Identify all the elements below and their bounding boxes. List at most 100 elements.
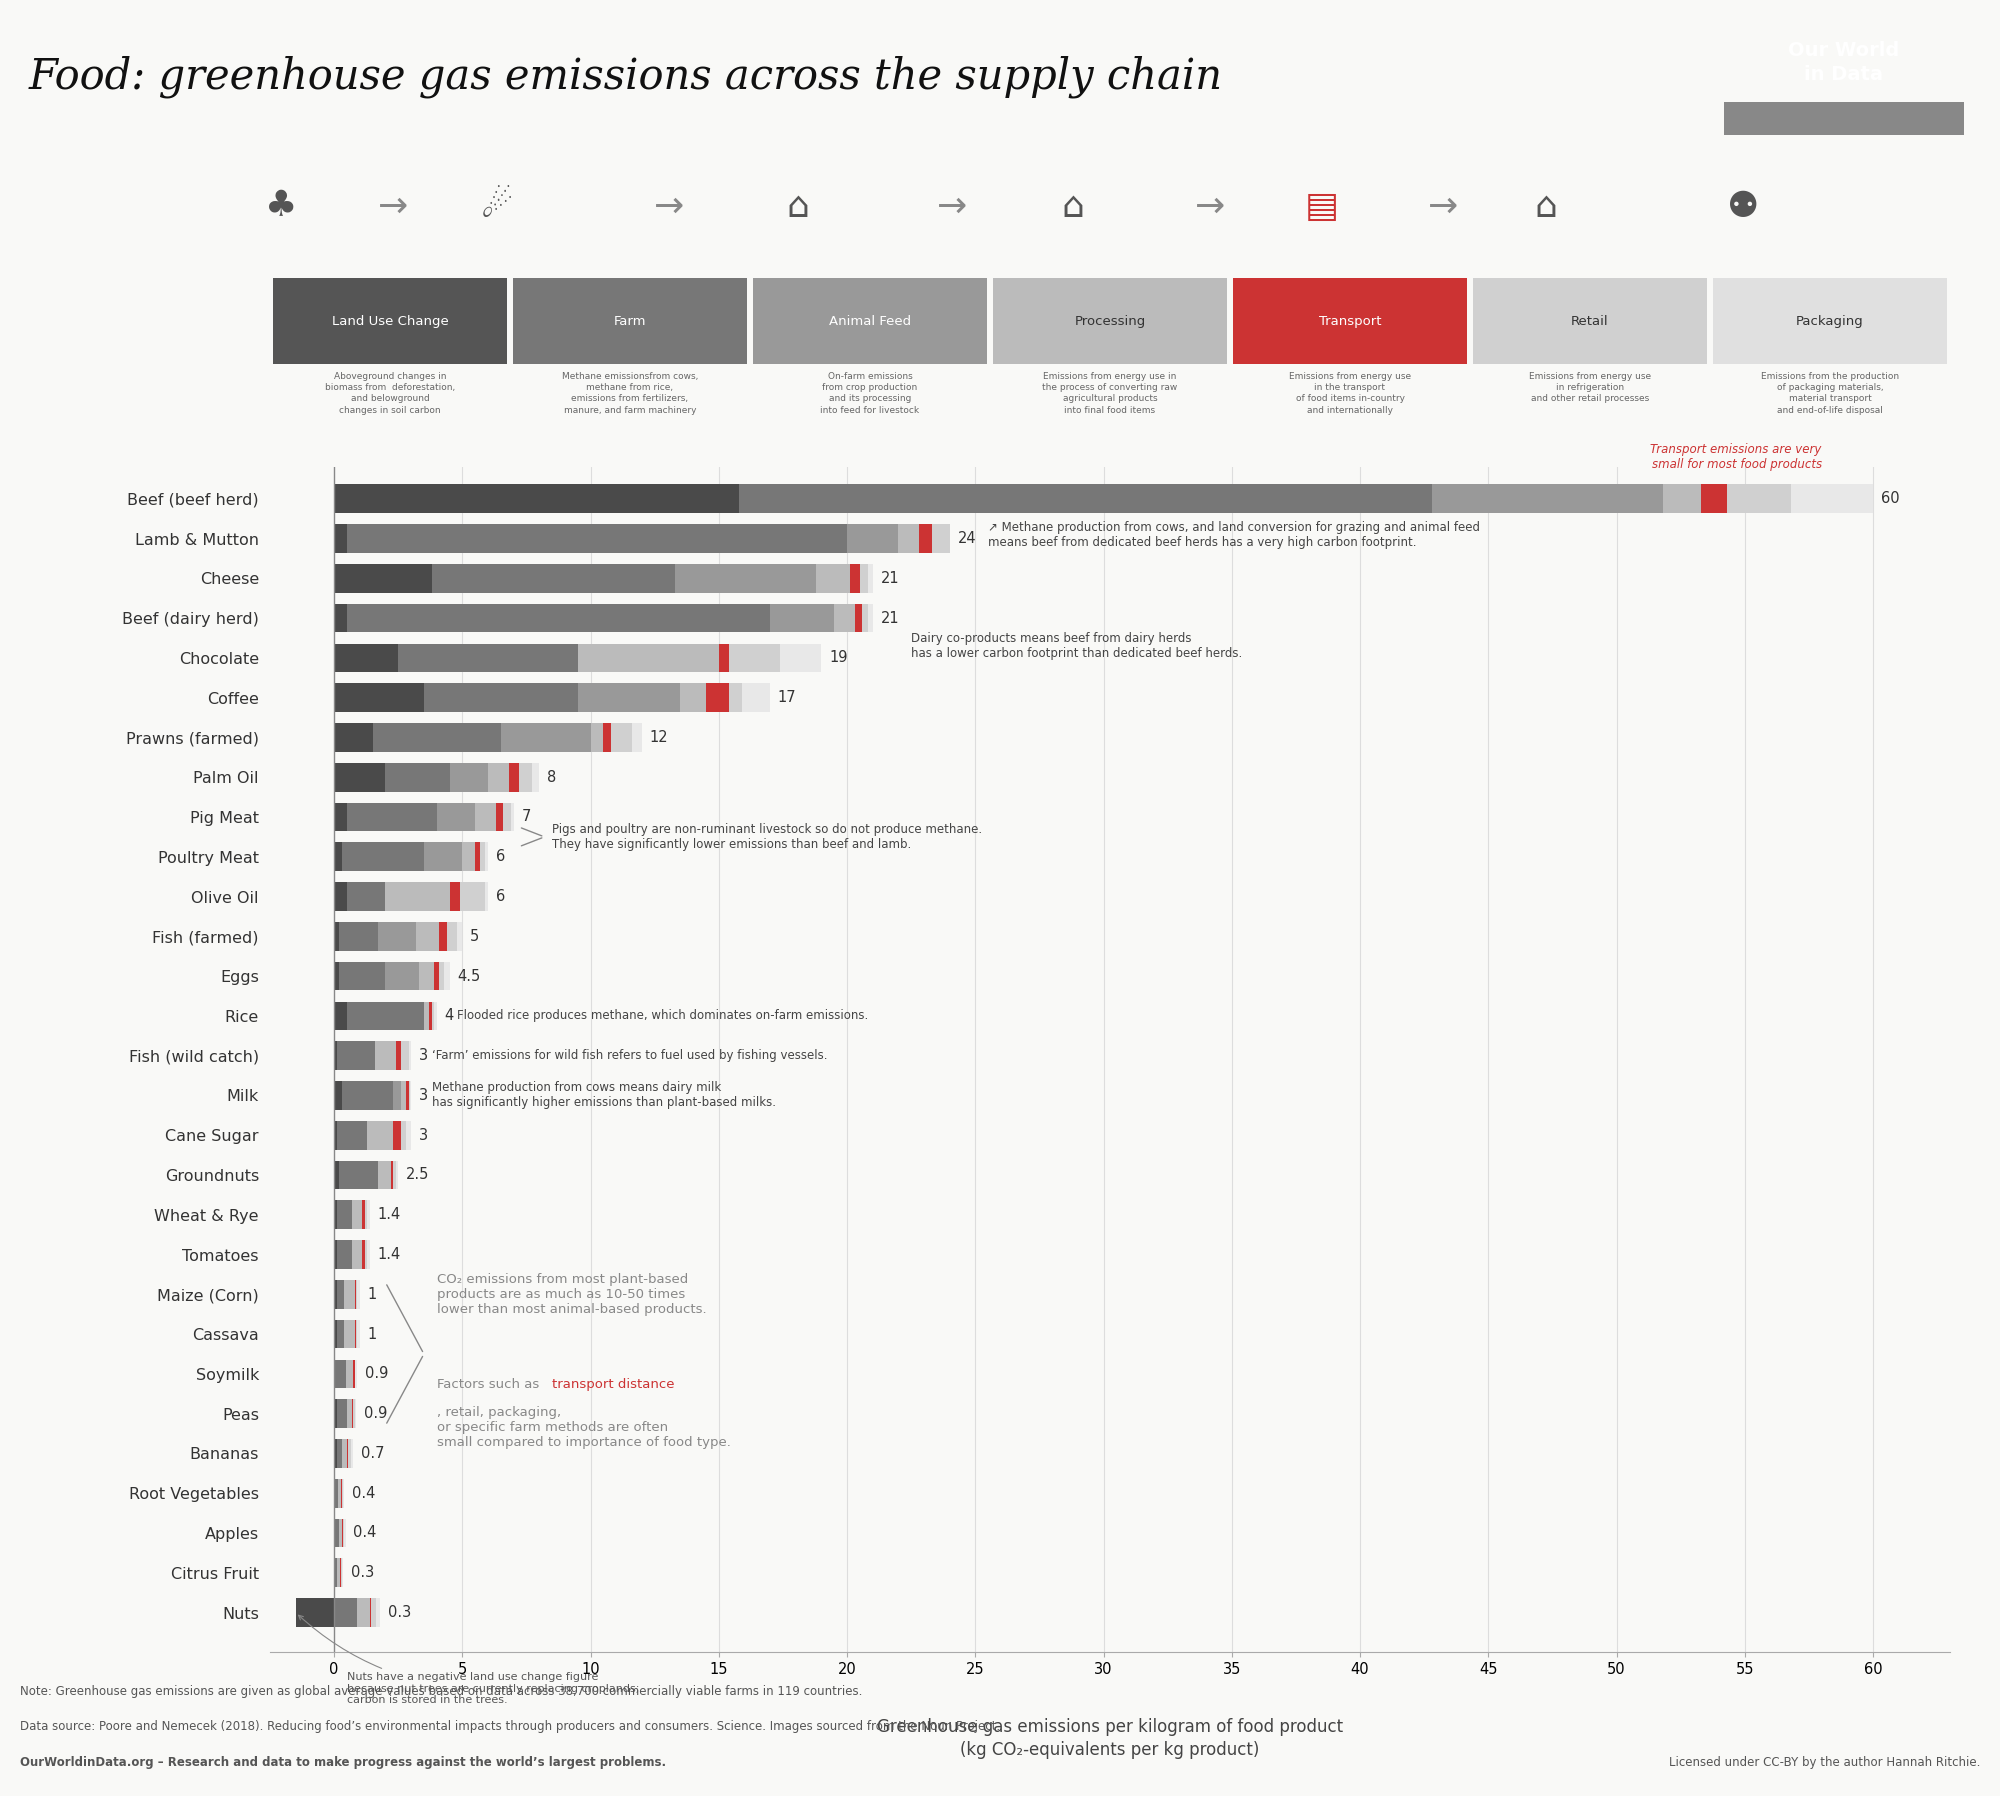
Bar [476,842,480,871]
Bar [862,603,868,632]
Bar [334,1002,346,1031]
Bar [334,1281,336,1309]
Bar [334,963,340,990]
FancyBboxPatch shape [1724,102,1964,135]
Bar [340,1519,342,1548]
Bar [898,524,918,553]
Bar [358,1320,360,1349]
Bar [578,682,680,711]
Text: 0.4: 0.4 [352,1485,376,1501]
Text: ⚉: ⚉ [1728,190,1760,223]
Bar [334,682,424,711]
Text: →: → [1196,190,1226,223]
Bar [770,603,834,632]
Bar [340,921,378,950]
Bar [334,1081,342,1110]
Bar [848,524,898,553]
Text: OurWorldinData.org – Research and data to make progress against the world’s larg: OurWorldinData.org – Research and data t… [20,1756,666,1769]
Bar [740,485,1432,514]
Bar [476,803,496,832]
Bar [336,1241,352,1268]
Bar [434,1002,436,1031]
Bar [352,1200,362,1228]
Bar [334,485,740,514]
Text: Processing: Processing [1074,314,1146,327]
Text: Licensed under CC-BY by the author Hannah Ritchie.: Licensed under CC-BY by the author Hanna… [1668,1756,1980,1769]
Text: ‘Farm’ emissions for wild fish refers to fuel used by fishing vessels.: ‘Farm’ emissions for wild fish refers to… [432,1049,828,1061]
Text: 7: 7 [522,810,530,824]
Bar [348,1439,350,1467]
Bar [834,603,854,632]
Bar [408,1042,412,1070]
Text: Methane emissionsfrom cows,
methane from rice,
emissions from fertilizers,
manur: Methane emissionsfrom cows, methane from… [562,372,698,415]
Bar [368,1241,370,1268]
Bar [368,1200,370,1228]
Bar [364,1241,368,1268]
Bar [338,1478,340,1507]
Bar [424,842,462,871]
Text: 0.7: 0.7 [362,1446,384,1460]
Bar [436,803,476,832]
Text: 1: 1 [368,1286,376,1302]
Text: 5: 5 [470,929,480,945]
Bar [346,1002,424,1031]
Bar [730,682,742,711]
Text: 17: 17 [778,690,796,706]
Bar [334,564,432,593]
Bar [362,1200,364,1228]
Bar [394,1121,400,1149]
Text: →: → [378,190,408,223]
Bar [336,1042,376,1070]
Bar [460,882,486,911]
Bar [342,1439,346,1467]
Bar [342,842,424,871]
Text: 4: 4 [444,1008,454,1024]
Bar [440,921,446,950]
Bar [334,882,346,911]
Text: Transport emissions are very
small for most food products: Transport emissions are very small for m… [1650,444,1822,471]
Text: ▤: ▤ [1306,190,1340,223]
Text: 21: 21 [880,611,900,625]
Text: Animal Feed: Animal Feed [828,314,912,327]
Bar [346,803,436,832]
Text: (kg CO₂-equivalents per kg product): (kg CO₂-equivalents per kg product) [960,1742,1260,1760]
Bar [342,1081,394,1110]
Bar [850,564,860,593]
Bar [334,921,340,950]
Bar [336,1121,368,1149]
Bar [334,1559,338,1588]
Bar [450,882,460,911]
Bar [336,1519,340,1548]
Bar [346,1360,354,1388]
Text: 0.3: 0.3 [388,1606,412,1620]
Text: 6: 6 [496,850,504,864]
Bar [334,643,398,672]
Bar [336,1399,346,1428]
Bar [396,1160,398,1189]
Bar [346,1399,352,1428]
Bar [368,1121,394,1149]
Bar [486,842,488,871]
Bar [386,763,450,792]
Bar [1432,485,1662,514]
Bar [406,1081,408,1110]
Text: Greenhouse gas emissions per kilogram of food product: Greenhouse gas emissions per kilogram of… [876,1717,1344,1735]
Text: Emissions from energy use in
the process of converting raw
agricultural products: Emissions from energy use in the process… [1042,372,1178,415]
Bar [440,963,444,990]
Text: →: → [1428,190,1458,223]
Bar [334,1320,336,1349]
FancyBboxPatch shape [1234,278,1466,363]
Text: ☄: ☄ [480,190,512,223]
Bar [480,842,486,871]
Text: 3: 3 [418,1128,428,1142]
Bar [816,564,850,593]
Text: ↗ Methane production from cows, and land conversion for grazing and animal feed
: ↗ Methane production from cows, and land… [988,521,1480,550]
Bar [458,921,462,950]
Bar [1702,485,1726,514]
Bar [378,1160,390,1189]
Bar [350,1439,354,1467]
Text: Dairy co-products means beef from dairy herds
has a lower carbon footprint than : Dairy co-products means beef from dairy … [912,632,1242,661]
Bar [338,1559,340,1588]
Bar [334,724,372,753]
Bar [430,1002,432,1031]
